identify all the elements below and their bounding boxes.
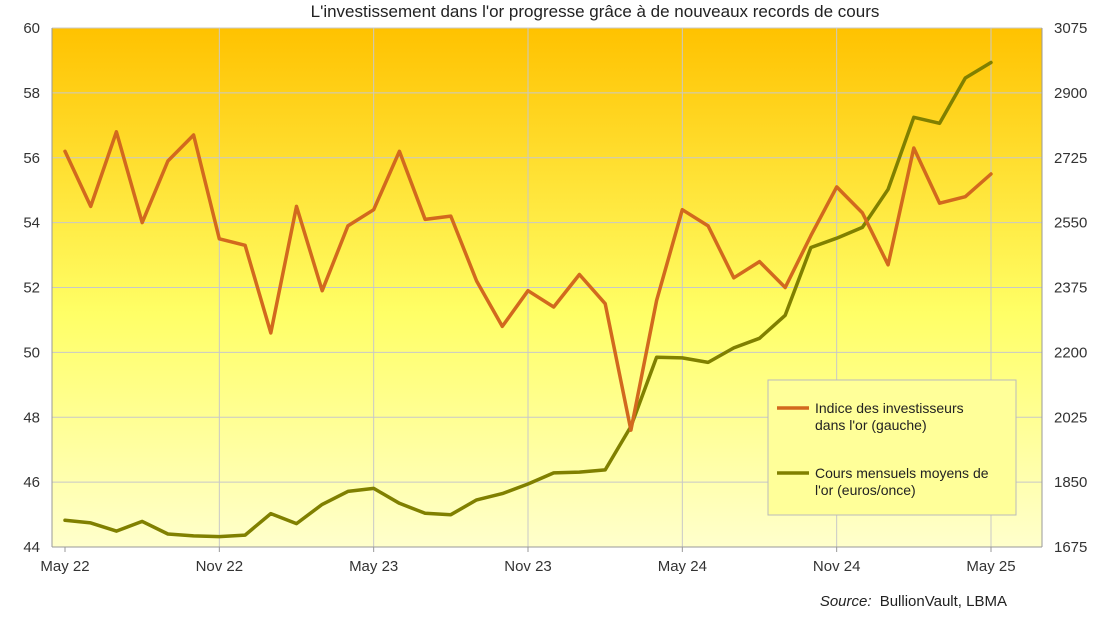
x-tick-label: Nov 22 (196, 558, 244, 575)
y-right-tick-label: 2725 (1054, 150, 1087, 167)
y-left-tick-label: 60 (23, 20, 40, 37)
y-left-tick-label: 56 (23, 150, 40, 167)
y-left-tick-label: 48 (23, 409, 40, 426)
y-right-tick-label: 2025 (1054, 409, 1087, 426)
y-left-tick-label: 46 (23, 474, 40, 491)
x-tick-label: May 22 (40, 558, 89, 575)
y-left-tick-label: 54 (23, 215, 40, 232)
y-right-tick-label: 2200 (1054, 344, 1087, 361)
y-right-tick-label: 1675 (1054, 539, 1087, 556)
x-tick-label: May 25 (966, 558, 1015, 575)
legend-label: dans l'or (gauche) (815, 417, 927, 433)
y-right-tick-label: 2900 (1054, 85, 1087, 102)
x-tick-label: Nov 23 (504, 558, 552, 575)
legend-label: l'or (euros/once) (815, 482, 916, 498)
legend-label: Cours mensuels moyens de (815, 465, 989, 481)
series-lines (63, 60, 993, 539)
source-text: BullionVault, LBMA (880, 593, 1007, 610)
svg-text:Source: BullionVault, LB: Source: BullionVault, LBMA (820, 593, 1007, 610)
y-right-tick-label: 1850 (1054, 474, 1087, 491)
y-left-tick-label: 52 (23, 280, 40, 297)
series-line-gold-price (63, 60, 993, 539)
x-tick-label: Nov 24 (813, 558, 861, 575)
source-label: Source: (820, 593, 872, 610)
y-right-tick-label: 2375 (1054, 280, 1087, 297)
y-right-tick-label: 2550 (1054, 215, 1087, 232)
x-tick-label: May 23 (349, 558, 398, 575)
y-left-tick-label: 44 (23, 539, 40, 556)
series-line-investor-index (63, 130, 993, 432)
axis-labels: 44 1675 46 1850 48 2025 50 2200 52 2375 54 2550 56 27… (23, 20, 1087, 575)
y-left-tick-label: 58 (23, 85, 40, 102)
chart-title: L'investissement dans l'or progresse grâ… (311, 2, 880, 21)
x-tick-label: May 24 (658, 558, 707, 575)
source-note: Source: BullionVault, LBMA (820, 593, 1007, 610)
y-right-tick-label: 3075 (1054, 20, 1087, 37)
legend-label: Indice des investisseurs (815, 400, 964, 416)
legend-box (767, 379, 1017, 516)
y-left-tick-label: 50 (23, 344, 40, 361)
